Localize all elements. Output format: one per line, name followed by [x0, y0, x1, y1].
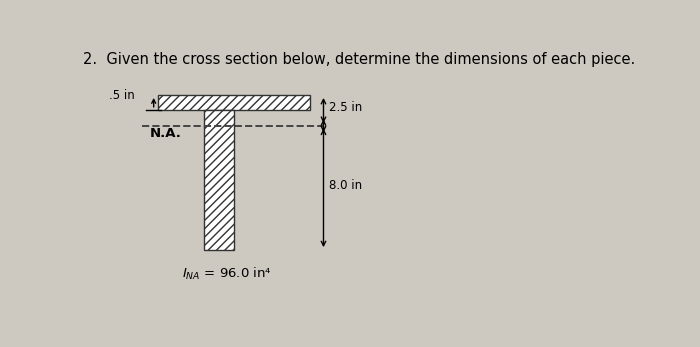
- Text: $I_{NA}$ = 96.0 in⁴: $I_{NA}$ = 96.0 in⁴: [183, 266, 272, 282]
- Text: N.A.: N.A.: [150, 127, 182, 140]
- Bar: [204, 110, 234, 250]
- Text: 2.5 in: 2.5 in: [329, 101, 362, 113]
- Text: 2.  Given the cross section below, determine the dimensions of each piece.: 2. Given the cross section below, determ…: [83, 52, 635, 67]
- Bar: [158, 95, 310, 110]
- Text: .5 in: .5 in: [109, 88, 135, 102]
- Text: 8.0 in: 8.0 in: [329, 179, 362, 193]
